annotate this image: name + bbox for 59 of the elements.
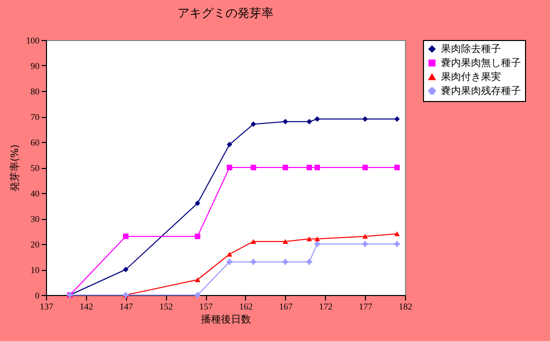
y-axis-title: 発芽率(%) bbox=[9, 144, 21, 192]
x-tick-label: 152 bbox=[159, 302, 173, 312]
point bbox=[306, 164, 312, 170]
y-tick-label: 0 bbox=[35, 290, 40, 300]
point bbox=[394, 231, 400, 236]
x-axis-title: 播種後日数 bbox=[201, 314, 251, 326]
point bbox=[314, 236, 320, 242]
point bbox=[250, 259, 256, 265]
x-tick-label: 177 bbox=[358, 302, 373, 312]
y-tick-label: 20 bbox=[30, 240, 40, 250]
point bbox=[194, 277, 200, 282]
chart-title: アキグミの発芽率 bbox=[178, 6, 274, 20]
point bbox=[226, 142, 232, 148]
point bbox=[282, 239, 288, 244]
point bbox=[394, 164, 400, 170]
y-tick-label: 30 bbox=[30, 214, 40, 224]
point bbox=[362, 164, 368, 170]
point bbox=[123, 234, 129, 240]
y-tick-label: 100 bbox=[26, 36, 40, 46]
x-tick-label: 162 bbox=[239, 302, 253, 312]
point bbox=[282, 118, 288, 124]
point bbox=[250, 121, 256, 127]
y-tick-label: 10 bbox=[30, 265, 40, 275]
point bbox=[123, 266, 129, 272]
point bbox=[282, 259, 288, 265]
x-tick-label: 147 bbox=[120, 302, 134, 312]
y-tick-label: 90 bbox=[30, 61, 40, 71]
point bbox=[250, 239, 256, 244]
legend-label: 果肉付き果実 bbox=[441, 71, 501, 83]
x-tick-label: 172 bbox=[318, 302, 332, 312]
point bbox=[226, 259, 232, 265]
legend-label: 果肉除去種子 bbox=[441, 43, 501, 55]
x-tick-label: 182 bbox=[398, 302, 412, 312]
point bbox=[314, 164, 320, 170]
point bbox=[226, 164, 232, 170]
point bbox=[194, 200, 200, 206]
point bbox=[194, 234, 200, 240]
point bbox=[362, 234, 368, 239]
point bbox=[226, 252, 232, 257]
y-tick-label: 60 bbox=[30, 138, 40, 148]
point bbox=[306, 259, 312, 265]
x-tick-label: 142 bbox=[80, 302, 94, 312]
x-tick-label: 167 bbox=[279, 302, 294, 312]
y-tick-label: 40 bbox=[30, 188, 40, 198]
point bbox=[282, 164, 288, 170]
x-tick-label: 137 bbox=[40, 302, 54, 312]
point bbox=[306, 236, 312, 242]
y-tick-label: 50 bbox=[30, 163, 40, 173]
point bbox=[362, 116, 368, 122]
point bbox=[314, 241, 320, 247]
point bbox=[250, 164, 256, 170]
x-tick-label: 157 bbox=[199, 302, 214, 312]
point bbox=[394, 116, 400, 122]
y-tick-label: 80 bbox=[30, 86, 40, 96]
legend-label: 嚢内果肉残存種子 bbox=[441, 85, 521, 97]
y-tick-label: 70 bbox=[30, 112, 40, 122]
point bbox=[306, 118, 312, 124]
legend-label: 嚢内果肉無し種子 bbox=[441, 57, 521, 69]
point bbox=[314, 116, 320, 122]
